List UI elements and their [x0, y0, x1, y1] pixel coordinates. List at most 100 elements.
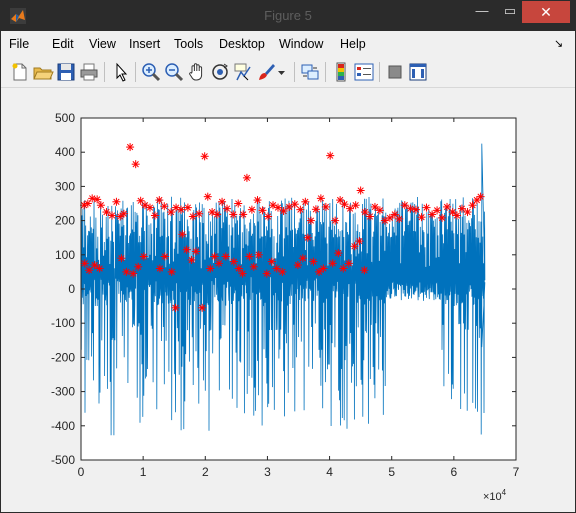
peak-marker[interactable]: [83, 199, 92, 208]
peak-marker[interactable]: [177, 205, 186, 214]
peak-marker[interactable]: [96, 201, 105, 210]
peak-marker[interactable]: [155, 264, 164, 273]
peak-marker[interactable]: [319, 264, 328, 273]
peak-marker[interactable]: [187, 255, 196, 264]
peak-marker[interactable]: [351, 201, 360, 210]
peak-marker[interactable]: [395, 214, 404, 223]
peak-marker[interactable]: [200, 152, 209, 161]
peak-marker[interactable]: [375, 206, 384, 215]
peak-marker[interactable]: [102, 208, 111, 217]
peak-marker[interactable]: [448, 208, 457, 217]
peak-marker[interactable]: [428, 210, 437, 219]
peak-marker[interactable]: [254, 250, 263, 259]
peak-marker[interactable]: [214, 259, 223, 268]
peak-marker[interactable]: [285, 202, 294, 211]
peak-marker[interactable]: [301, 197, 310, 206]
peak-marker[interactable]: [315, 267, 324, 276]
peak-marker[interactable]: [218, 197, 227, 206]
peak-marker[interactable]: [311, 205, 320, 214]
save-icon[interactable]: [55, 61, 77, 83]
peak-marker[interactable]: [328, 259, 337, 268]
peak-marker[interactable]: [183, 203, 192, 212]
peak-marker[interactable]: [293, 261, 302, 270]
peak-marker[interactable]: [406, 204, 415, 213]
peak-marker[interactable]: [210, 252, 219, 261]
rotate-3d-icon[interactable]: [209, 61, 231, 83]
peak-marker[interactable]: [221, 252, 230, 261]
peak-marker[interactable]: [258, 206, 267, 215]
dock-figure-icon[interactable]: ↘: [554, 38, 564, 50]
peak-marker[interactable]: [234, 264, 243, 273]
peak-marker[interactable]: [422, 203, 431, 212]
peak-marker[interactable]: [298, 254, 307, 263]
peak-marker[interactable]: [365, 212, 374, 221]
peak-marker[interactable]: [117, 254, 126, 263]
peak-marker[interactable]: [223, 204, 232, 213]
close-button[interactable]: ✕: [522, 1, 570, 23]
show-plot-tools-icon[interactable]: [407, 61, 429, 83]
data-cursor-icon[interactable]: [232, 61, 254, 83]
peak-marker[interactable]: [242, 173, 251, 182]
peak-marker[interactable]: [116, 212, 125, 221]
peak-marker[interactable]: [195, 209, 204, 218]
peak-marker[interactable]: [247, 205, 256, 214]
peak-marker[interactable]: [303, 233, 312, 242]
peak-marker[interactable]: [206, 264, 215, 273]
peak-marker[interactable]: [417, 213, 426, 222]
peak-marker[interactable]: [238, 269, 247, 278]
peak-marker[interactable]: [139, 252, 148, 261]
peak-marker[interactable]: [145, 203, 154, 212]
peak-marker[interactable]: [321, 202, 330, 211]
peak-marker[interactable]: [167, 267, 176, 276]
peak-marker[interactable]: [476, 192, 485, 201]
peak-marker[interactable]: [229, 210, 238, 219]
peak-marker[interactable]: [119, 209, 128, 218]
peak-marker[interactable]: [306, 216, 315, 225]
menu-desktop[interactable]: Desktop: [219, 37, 265, 51]
menu-tools[interactable]: Tools: [174, 37, 204, 51]
peak-marker[interactable]: [438, 213, 447, 222]
peak-marker[interactable]: [344, 259, 353, 268]
peak-marker[interactable]: [253, 196, 262, 205]
peak-marker[interactable]: [262, 269, 271, 278]
peak-marker[interactable]: [229, 257, 238, 266]
peak-marker[interactable]: [360, 208, 369, 217]
peak-marker[interactable]: [182, 245, 191, 254]
peak-marker[interactable]: [191, 247, 200, 256]
peak-marker[interactable]: [198, 303, 207, 312]
peak-marker[interactable]: [339, 264, 348, 273]
peak-marker[interactable]: [316, 194, 325, 203]
peak-marker[interactable]: [360, 266, 369, 275]
figure-canvas[interactable]: 0 1 2 3 4 5 6 7 500 400 300 200 100 0 -100 -200 -300 -400…: [9, 89, 569, 512]
peak-marker[interactable]: [309, 257, 318, 266]
peak-marker[interactable]: [452, 211, 461, 220]
peak-marker[interactable]: [160, 202, 169, 211]
print-icon[interactable]: [78, 61, 100, 83]
peak-marker[interactable]: [126, 143, 135, 152]
peak-marker[interactable]: [326, 151, 335, 160]
peak-marker[interactable]: [340, 200, 349, 209]
peak-marker[interactable]: [80, 259, 89, 268]
peak-marker[interactable]: [279, 207, 288, 216]
minimize-button[interactable]: —: [475, 3, 489, 18]
peak-marker[interactable]: [155, 196, 164, 205]
menu-help[interactable]: Help: [340, 37, 366, 51]
new-figure-icon[interactable]: [9, 61, 31, 83]
peak-marker[interactable]: [234, 199, 243, 208]
maximize-button[interactable]: ▭: [503, 3, 517, 18]
peak-marker[interactable]: [203, 192, 212, 201]
menu-insert[interactable]: Insert: [129, 37, 161, 51]
menu-window[interactable]: Window: [279, 37, 324, 51]
peak-marker[interactable]: [385, 213, 394, 222]
menu-edit[interactable]: Edit: [52, 37, 74, 51]
peak-marker[interactable]: [178, 230, 187, 239]
peak-marker[interactable]: [264, 212, 273, 221]
link-plot-icon[interactable]: [299, 61, 321, 83]
peak-marker[interactable]: [108, 211, 117, 220]
peak-marker[interactable]: [95, 264, 104, 273]
peak-marker[interactable]: [150, 211, 159, 220]
peak-marker[interactable]: [90, 261, 99, 270]
peak-marker[interactable]: [239, 210, 248, 219]
peak-marker[interactable]: [370, 202, 379, 211]
brush-icon[interactable]: [255, 61, 277, 83]
